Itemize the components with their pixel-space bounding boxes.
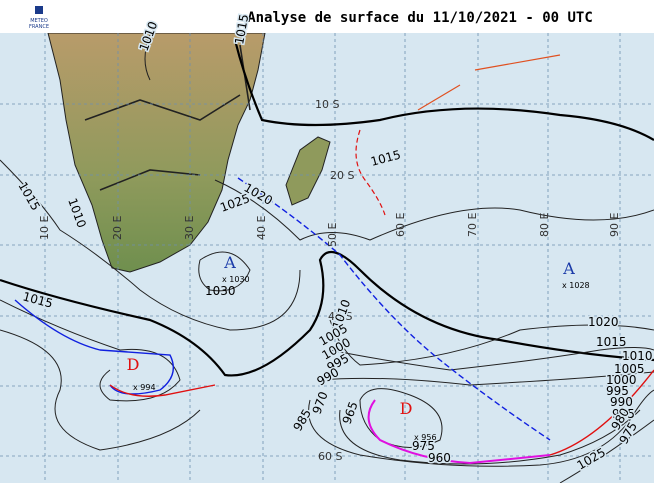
center-label: x 1030 xyxy=(222,275,250,284)
center-label: x 994 xyxy=(133,383,156,392)
center-symbol: A xyxy=(562,259,575,278)
longitude-label: 50 E xyxy=(326,223,339,247)
center-label: x 956 xyxy=(414,433,437,442)
isobar-label: 1000 xyxy=(606,373,637,387)
isobar-label: 1015 xyxy=(232,13,251,46)
logo-text: METEO xyxy=(30,18,48,24)
isobar-label: 1030 xyxy=(205,284,236,298)
latitude-label: 40 S xyxy=(328,310,352,323)
madagascar xyxy=(285,136,331,206)
logo-text: FRANCE xyxy=(29,24,49,30)
latitude-label: 20 S xyxy=(330,169,354,182)
graticule xyxy=(0,33,654,483)
latitude-label: 60 S xyxy=(318,450,342,463)
center-symbol: D xyxy=(127,355,140,374)
map-title: Analyse de surface du 11/10/2021 - 00 UT… xyxy=(247,10,593,26)
center-symbol: D xyxy=(400,399,413,418)
longitude-label: 80 E xyxy=(538,213,551,237)
fronts xyxy=(14,54,654,465)
isobar-label: 990 xyxy=(610,395,633,409)
isobar-label: 1010 xyxy=(622,349,653,363)
longitude-label: 40 E xyxy=(255,216,268,240)
isobar-label: 1015 xyxy=(596,335,627,349)
isobar-label: 1020 xyxy=(588,315,619,329)
center-symbol: A xyxy=(223,253,236,272)
logo-mark xyxy=(35,6,43,14)
isobars xyxy=(0,34,654,484)
longitude-label: 90 E xyxy=(608,213,621,237)
longitude-label: 30 E xyxy=(183,216,196,240)
center-label: x 1028 xyxy=(562,281,590,290)
longitude-label: 70 E xyxy=(466,213,479,237)
latitude-label: 10 S xyxy=(315,98,339,111)
longitude-label: 10 E xyxy=(38,216,51,240)
title-bar xyxy=(0,0,654,33)
isobar-label: 985 xyxy=(612,407,635,421)
longitude-label: 20 E xyxy=(111,216,124,240)
isobar-label: 995 xyxy=(606,384,629,398)
isobar-label: 975 xyxy=(412,439,435,453)
isobar-label: 960 xyxy=(428,451,451,465)
longitude-label: 60 E xyxy=(394,213,407,237)
isobar-label: 1005 xyxy=(614,362,645,376)
